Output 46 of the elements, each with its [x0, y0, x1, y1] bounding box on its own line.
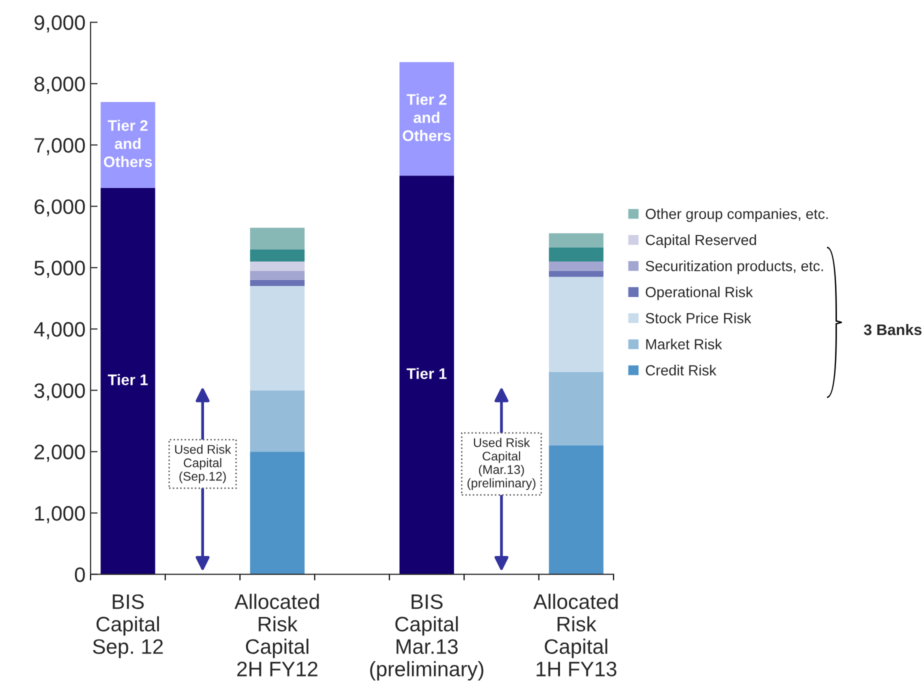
legend-label: Other group companies, etc. — [646, 208, 828, 222]
bar — [250, 452, 305, 574]
series-label: Tier 2 and Others — [402, 94, 451, 142]
x-tick-label: BIS Capital Mar.13 (preliminary) — [370, 594, 484, 681]
bar — [548, 372, 604, 446]
y-tick-label: 7,000 — [34, 138, 85, 156]
bar — [548, 233, 604, 248]
y-tick-label: 1,000 — [35, 506, 85, 524]
y-tick-label: 8,000 — [34, 76, 85, 94]
bar — [250, 390, 305, 452]
y-tick-label: 3,000 — [34, 383, 85, 401]
bar — [250, 286, 305, 390]
bar — [548, 276, 604, 372]
x-tick-label: Allocated Risk Capital 1H FY13 — [533, 594, 618, 676]
bar — [100, 188, 156, 574]
series-label: Tier 1 — [108, 374, 148, 386]
text: 3 Banks — [864, 324, 922, 336]
bar — [399, 176, 454, 574]
bar — [250, 228, 305, 250]
legend-label: Stock Price Risk — [646, 312, 752, 324]
annotation: Used Risk Capital (Sep.12) — [175, 444, 232, 484]
bar — [548, 262, 604, 271]
bar — [399, 62, 454, 176]
bar — [250, 262, 305, 271]
y-tick-label: 4,000 — [34, 322, 85, 340]
y-tick-label: 0 — [74, 567, 85, 582]
bar — [548, 247, 604, 262]
bar — [250, 249, 305, 262]
text: Tier 1 — [406, 368, 447, 380]
bar — [548, 270, 604, 277]
bar — [250, 270, 305, 280]
legend-label: Credit Risk — [646, 364, 716, 376]
text: Tier 2 and Others — [104, 120, 152, 168]
x-tick-label: Allocated Risk Capital 2H FY12 — [234, 594, 319, 676]
annotation: Used Risk Capital (Mar.13) (preliminary) — [468, 438, 536, 490]
bar — [548, 446, 604, 574]
legend-label: Capital Reserved — [646, 234, 756, 248]
x-tick-label: BIS Capital Sep. 12 — [92, 594, 163, 658]
y-tick-label: 5,000 — [34, 260, 85, 278]
legend-label: Market Risk — [646, 338, 722, 350]
bar — [250, 280, 305, 286]
legend-label: Securitization products, etc. — [646, 260, 823, 274]
legend-label: Operational Risk — [646, 286, 753, 300]
y-tick-label: 6,000 — [34, 199, 85, 217]
y-tick-label: 2,000 — [34, 444, 85, 462]
y-tick-label: 9,000 — [34, 15, 85, 33]
